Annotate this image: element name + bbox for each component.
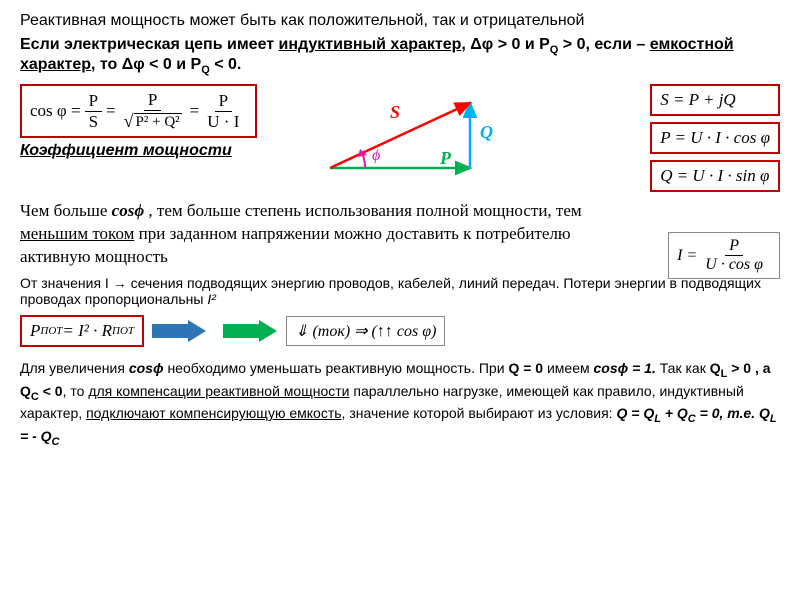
formula-row: cos φ = PS = P √P² + Q² = PU · I S P Q <box>20 84 780 194</box>
arrow-blue-icon <box>152 320 207 342</box>
implication-formula: ⇓ (ток) ⇒ (↑↑ cos φ) <box>286 316 445 346</box>
lhs: I = <box>677 247 697 265</box>
c: cosϕ <box>129 360 164 376</box>
t: От значения I → сечения подводящих энерг… <box>20 275 761 307</box>
s: L <box>770 413 777 425</box>
d: U · I <box>203 112 243 132</box>
t: , значение которой выбирают из условия: <box>342 405 617 421</box>
s: C <box>52 436 60 448</box>
t: необходимо уменьшать реактивную мощность… <box>164 360 509 376</box>
u1: индуктивный характер <box>279 36 462 53</box>
f: + Q <box>661 405 688 421</box>
t: > 0, если – <box>558 36 649 53</box>
lhs: cos φ = <box>30 101 81 121</box>
s-formula: S = P + jQ <box>650 84 780 116</box>
sq: P² + Q² <box>134 113 182 131</box>
eq: = I² · R <box>62 321 112 341</box>
d: √P² + Q² <box>120 111 186 132</box>
cosphi-formula: cos φ = PS = P √P² + Q² = PU · I <box>20 84 257 138</box>
arrow-green-icon <box>223 320 278 342</box>
f: = 0, т.е. Q <box>696 405 770 421</box>
t: Если электрическая цепь имеет <box>20 36 279 53</box>
t: Для увеличения <box>20 360 129 376</box>
frac1: PS <box>85 91 102 132</box>
s: ПОТ <box>40 325 62 337</box>
coef-heading: Коэффициент мощности <box>20 142 232 160</box>
cos: cosϕ <box>112 201 145 220</box>
secondary-para: От значения I → сечения подводящих энерг… <box>20 275 780 307</box>
f: = - Q <box>20 428 52 444</box>
p-formula: P = U · I · cos φ <box>650 122 780 154</box>
s: L <box>654 413 661 425</box>
right-formula-stack: S = P + jQ P = U · I · cos φ Q = U · I ·… <box>650 84 780 192</box>
i-formula: I = PU · cos φ <box>668 232 780 279</box>
c1: cosϕ = 1. <box>594 360 656 376</box>
t: Так как <box>656 360 710 376</box>
n: P <box>725 237 743 256</box>
frac: PU · cos φ <box>701 237 767 274</box>
f: Q = Q <box>616 405 654 421</box>
t: < 0. <box>210 56 242 73</box>
ql: Q <box>710 360 721 376</box>
s: C <box>31 391 39 403</box>
p-label: P <box>439 148 452 168</box>
q0: Q = 0 <box>508 360 543 376</box>
phi-label: ϕ <box>372 147 380 164</box>
u: меньшим током <box>20 224 134 243</box>
title: Реактивная мощность может быть как полож… <box>20 12 780 30</box>
frac3: PU · I <box>203 91 243 132</box>
sub: Q <box>201 64 210 76</box>
eq: = <box>190 101 200 121</box>
n: P <box>144 90 161 111</box>
frac2: P √P² + Q² <box>120 90 186 132</box>
power-triangle: S P Q ϕ <box>320 88 510 178</box>
main-paragraph: Чем больше cosϕ , тем больше степень исп… <box>20 200 590 269</box>
s-label: S <box>390 102 400 122</box>
eq: = <box>106 101 116 121</box>
i2: I² <box>207 291 216 307</box>
t: < 0 <box>39 383 63 399</box>
d: U · cos φ <box>701 256 767 274</box>
q-formula: Q = U · I · sin φ <box>650 160 780 192</box>
s: C <box>688 413 696 425</box>
p: P <box>30 321 40 341</box>
inductive-capacitive-line: Если электрическая цепь имеет индуктивны… <box>20 36 780 76</box>
u: для компенсации реактивной мощности <box>88 383 349 399</box>
d: S <box>85 112 102 132</box>
t: Чем больше <box>20 201 112 220</box>
t: имеем <box>543 360 593 376</box>
t: , то Δφ < 0 и P <box>91 56 201 73</box>
implication-row: PПОТ = I² · RПОТ ⇓ (ток) ⇒ (↑↑ cos φ) <box>20 315 780 347</box>
bottom-paragraph: Для увеличения cosϕ необходимо уменьшать… <box>20 359 780 450</box>
q-label: Q <box>480 122 493 142</box>
n: P <box>85 91 102 112</box>
s2: ПОТ <box>112 325 134 337</box>
t: , то <box>63 383 89 399</box>
u: подключают компенсирующую емкость <box>86 405 341 421</box>
t: , тем больше степень использования полно… <box>144 201 582 220</box>
n: P <box>215 91 232 112</box>
t: , Δφ > 0 и P <box>461 36 549 53</box>
pnot-formula: PПОТ = I² · RПОТ <box>20 315 144 347</box>
